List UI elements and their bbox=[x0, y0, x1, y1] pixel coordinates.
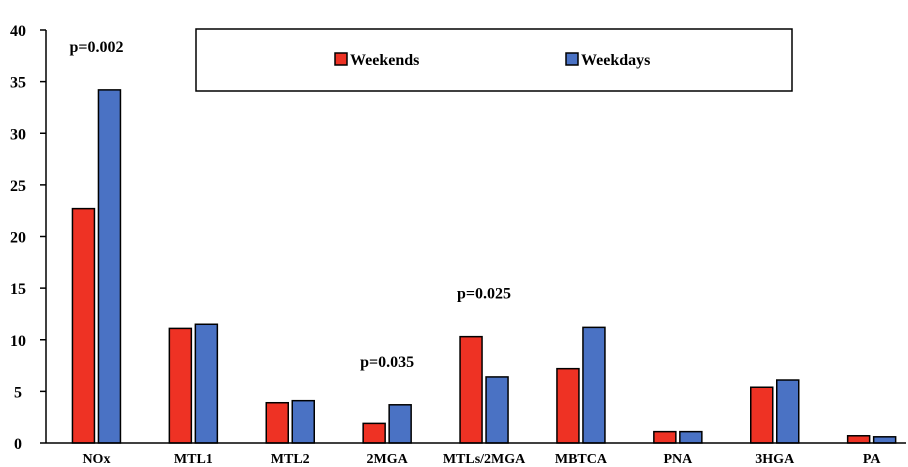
legend-swatch-weekdays bbox=[565, 52, 579, 66]
bar-weekends-3hga bbox=[750, 386, 774, 444]
x-tick-label: MTLs/2MGA bbox=[443, 452, 526, 467]
bar-weekends-2mga bbox=[362, 422, 386, 444]
y-tick-label: 10 bbox=[10, 333, 26, 350]
y-tick-label: 35 bbox=[10, 75, 26, 92]
bar-weekdays-3hga bbox=[776, 379, 800, 444]
bar-weekdays-nox bbox=[97, 89, 122, 444]
bar-weekends-mtls-2mga bbox=[459, 335, 483, 444]
bar-weekends-mtl1 bbox=[168, 327, 193, 444]
y-tick-label: 5 bbox=[14, 384, 22, 401]
legend-box bbox=[195, 28, 793, 92]
bar-weekdays-mtl2 bbox=[291, 399, 315, 444]
x-tick-label: 2MGA bbox=[367, 452, 409, 467]
bar-weekdays-mbtca bbox=[582, 326, 606, 444]
y-tick-label: 20 bbox=[10, 230, 26, 247]
bar-weekends-mtl2 bbox=[265, 401, 289, 444]
bar-weekends-nox bbox=[71, 207, 96, 444]
bar-weekdays-2mga bbox=[388, 404, 412, 444]
x-tick-label: NOx bbox=[82, 452, 110, 467]
p-value-annotation: p=0.002 bbox=[69, 39, 123, 56]
annotations: p=0.002 p=0.035 p=0.025 bbox=[69, 39, 511, 371]
p-value-annotation: p=0.025 bbox=[457, 286, 511, 303]
bar-weekends-pa bbox=[846, 435, 871, 444]
bar-weekdays-mtls-2mga bbox=[485, 376, 509, 444]
y-tick-label: 40 bbox=[10, 23, 26, 40]
legend-swatch-weekends bbox=[334, 52, 348, 66]
p-value-annotation: p=0.035 bbox=[360, 354, 414, 371]
y-tick-label: 30 bbox=[10, 126, 26, 143]
y-tick-label: 0 bbox=[14, 436, 22, 453]
x-axis: NOx MTL1 MTL2 2MGA MTLs/2MGA MBTCA PNA 3HGA PA bbox=[46, 442, 906, 467]
y-axis: 0 5 10 15 20 25 30 35 40 bbox=[10, 23, 47, 453]
bar-weekdays-mtl1 bbox=[194, 323, 219, 444]
y-tick-label: 25 bbox=[10, 178, 26, 195]
x-tick-label: PA bbox=[863, 452, 882, 467]
bar-weekdays-pna bbox=[679, 430, 703, 444]
legend-label-weekdays: Weekdays bbox=[581, 52, 650, 69]
bar-weekends-mbtca bbox=[556, 367, 580, 444]
bars bbox=[71, 89, 897, 444]
x-tick-label: PNA bbox=[663, 452, 693, 467]
x-tick-label: MBTCA bbox=[555, 452, 608, 467]
x-tick-label: MTL1 bbox=[174, 452, 213, 467]
bar-weekends-pna bbox=[653, 430, 677, 444]
x-tick-label: 3HGA bbox=[755, 452, 795, 467]
x-tick-label: MTL2 bbox=[271, 452, 310, 467]
y-tick-label: 15 bbox=[10, 281, 26, 298]
legend: Weekends Weekdays bbox=[195, 28, 793, 92]
bar-weekdays-pa bbox=[872, 436, 897, 444]
legend-label-weekends: Weekends bbox=[350, 52, 419, 69]
